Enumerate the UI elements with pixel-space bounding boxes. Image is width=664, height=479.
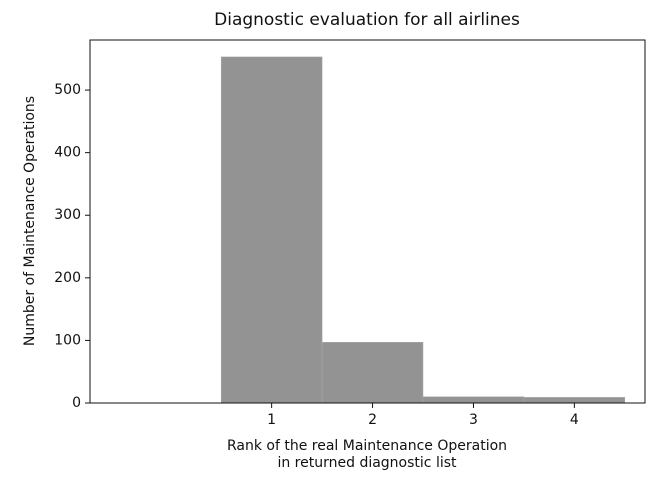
y-tick-label: 400 [54, 145, 81, 161]
y-axis-label: Number of Maintenance Operations [22, 96, 38, 346]
bar [220, 56, 323, 404]
chart-title: Diagnostic evaluation for all airlines [214, 10, 520, 30]
x-axis-label: in returned diagnostic list [277, 455, 457, 471]
plot-frame [89, 39, 646, 404]
bar [321, 342, 424, 404]
x-tick-label: 2 [368, 412, 377, 428]
bar [422, 396, 525, 404]
y-tick-label: 500 [54, 82, 81, 98]
y-tick-label: 200 [54, 270, 81, 286]
y-tick-label: 100 [54, 332, 81, 348]
x-tick-label: 4 [570, 412, 579, 428]
y-tick-label: 300 [54, 207, 81, 223]
x-axis-label: Rank of the real Maintenance Operation [227, 438, 507, 454]
y-tick-label: 0 [72, 395, 81, 411]
bar [523, 397, 626, 404]
x-tick-label: 1 [267, 412, 276, 428]
x-tick-label: 3 [469, 412, 478, 428]
